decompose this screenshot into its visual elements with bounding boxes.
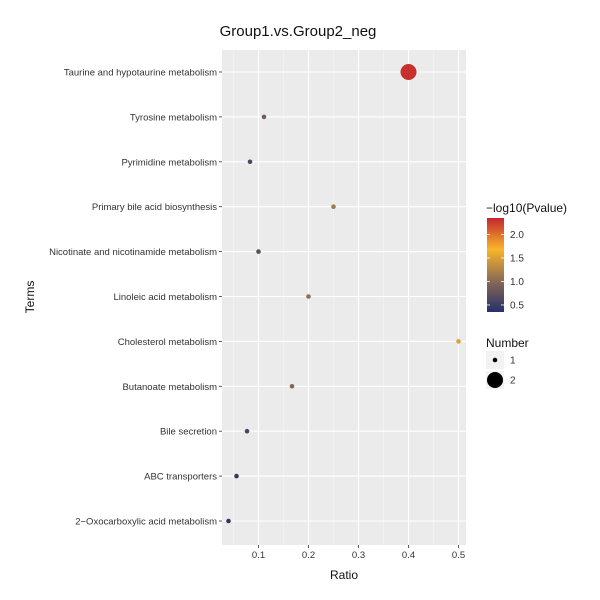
y-tick-label: Nicotinate and nicotinamide metabolism [49, 247, 217, 258]
y-tick-label: Bile secretion [160, 427, 217, 438]
data-point [244, 428, 250, 434]
x-tick-label: 0.1 [252, 550, 265, 561]
color-legend-title: −log10(Pvalue) [486, 201, 567, 215]
data-point [456, 339, 461, 344]
size-legend-label: 2 [510, 376, 516, 387]
x-tick-label: 0.2 [302, 550, 315, 561]
size-legend-label: 1 [510, 356, 516, 367]
y-tick-label: ABC transporters [144, 472, 217, 483]
x-tick-label: 0.3 [352, 550, 365, 561]
data-point [247, 159, 253, 165]
color-legend-bar [487, 218, 504, 312]
data-point [400, 64, 417, 80]
data-point [289, 384, 295, 389]
size-legend-title: Number [486, 336, 529, 350]
data-point [226, 518, 231, 524]
x-axis-label: Ratio [330, 568, 358, 582]
x-tick-label: 0.4 [402, 550, 415, 561]
y-tick-label: Pyrimidine metabolism [121, 157, 217, 168]
color-legend-label: 1.0 [510, 277, 524, 288]
color-legend-label: 0.5 [510, 300, 524, 311]
y-tick-label: Taurine and hypotaurine metabolism [64, 68, 217, 79]
data-point [261, 114, 267, 120]
plot-panel [222, 50, 466, 545]
y-tick-label: 2−Oxocarboxylic acid metabolism [75, 517, 217, 528]
data-point [331, 204, 336, 209]
data-point [256, 249, 261, 254]
x-tick-label: 0.5 [452, 550, 465, 561]
data-point [306, 294, 311, 299]
data-point [234, 473, 239, 479]
y-axis-label: Terms [23, 281, 37, 314]
chart-title: Group1.vs.Group2_neg [220, 23, 377, 40]
y-tick-label: Cholesterol metabolism [118, 337, 217, 348]
color-legend-label: 1.5 [510, 253, 524, 264]
grid-lines [222, 50, 466, 545]
y-axis: Taurine and hypotaurine metabolism Tyrosi… [49, 68, 222, 528]
color-legend: −log10(Pvalue) 0.5 1.0 1.5 2.0 [486, 201, 567, 312]
size-legend: Number 1 2 [486, 336, 529, 389]
color-legend-label: 2.0 [510, 230, 524, 241]
size-legend-dot [492, 357, 498, 363]
data-points [226, 64, 461, 524]
x-axis: 0.1 0.2 0.3 0.4 0.5 [252, 545, 465, 561]
y-tick-label: Linoleic acid metabolism [114, 292, 218, 303]
y-tick-label: Primary bile acid biosynthesis [92, 202, 217, 213]
size-legend-dot [487, 372, 503, 388]
y-tick-label: Tyrosine metabolism [130, 112, 217, 123]
y-tick-label: Butanoate metabolism [122, 382, 217, 393]
